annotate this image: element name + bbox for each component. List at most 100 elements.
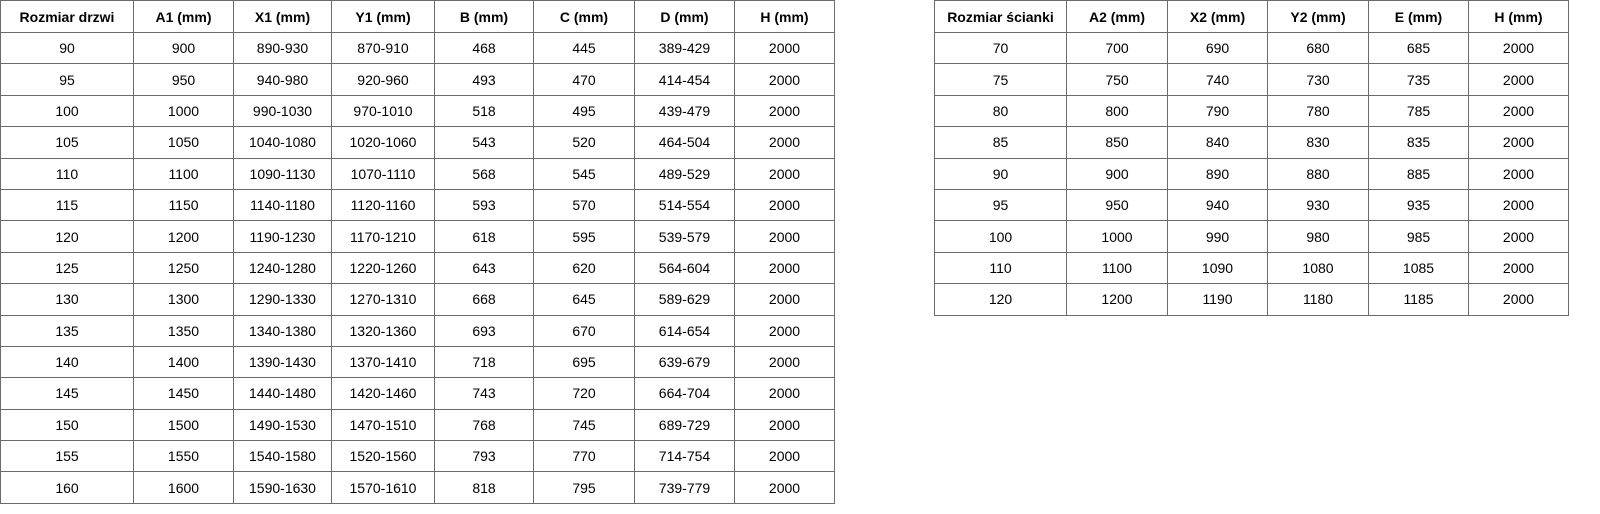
table-cell: 389-429 [634,31,735,65]
table-cell: 1320-1360 [331,314,435,347]
table-cell: 85 [934,126,1067,159]
table-cell: 1080 [1267,251,1369,285]
table-cell: 935 [1368,188,1469,222]
table-cell: 539-579 [634,220,735,253]
table-cell: 589-629 [634,283,735,316]
table-cell: 1220-1260 [331,251,435,285]
table-cell: 140 [0,345,134,379]
table-cell: 570 [533,188,635,222]
table-cell: 1420-1460 [331,377,435,410]
table-cell: 950 [133,63,234,96]
table-row: 105 1050 1040-1080 1020-1060 543 520 464-504 20… [0,126,835,159]
table-cell: 1100 [1066,251,1168,285]
table-cell: 618 [434,220,534,253]
table-cell: 730 [1267,63,1369,96]
table-cell: 1450 [133,377,234,410]
table-cell: 2000 [734,157,835,190]
table-cell: 115 [0,188,134,222]
table-row: 145 1450 1440-1480 1420-1460 743 720 664-704 20… [0,377,835,410]
table-cell: 1550 [133,440,234,473]
table-cell: 668 [434,283,534,316]
table-cell: 2000 [1468,188,1569,222]
table-row: 80 800 790 780 785 2000 [934,94,1569,128]
table-cell: 1120-1160 [331,188,435,222]
table-cell: 518 [434,94,534,128]
table-cell: 80 [934,94,1067,128]
table-cell: 1540-1580 [233,440,332,473]
table-cell: 970-1010 [331,94,435,128]
table-cell: 1350 [133,314,234,347]
table-cell: 593 [434,188,534,222]
table-cell: 2000 [1468,251,1569,285]
table-cell: 2000 [734,63,835,96]
column-header: Y2 (mm) [1267,0,1369,33]
table-cell: 2000 [1468,157,1569,190]
table-row: 95 950 940-980 920-960 493 470 414-454 2000 [0,63,835,96]
table-cell: 564-604 [634,251,735,285]
table-cell: 2000 [1468,31,1569,65]
table-cell: 1000 [1066,220,1168,253]
table-cell: 414-454 [634,63,735,96]
table-row: 130 1300 1290-1330 1270-1310 668 645 589-629 20… [0,283,835,316]
table-cell: 100 [0,94,134,128]
table-cell: 1180 [1267,283,1369,316]
table-cell: 664-704 [634,377,735,410]
table-cell: 150 [0,408,134,442]
table-cell: 1070-1110 [331,157,435,190]
table-cell: 840 [1167,126,1268,159]
table-cell: 1600 [133,471,234,504]
table-cell: 70 [934,31,1067,65]
table-cell: 2000 [734,188,835,222]
table-cell: 693 [434,314,534,347]
table-cell: 743 [434,377,534,410]
table-cell: 1140-1180 [233,188,332,222]
table-row: 110 1100 1090-1130 1070-1110 568 545 489-529 20… [0,157,835,190]
table-cell: 2000 [1468,126,1569,159]
table-cell: 740 [1167,63,1268,96]
table-cell: 1340-1380 [233,314,332,347]
column-header: Rozmiar drzwi [0,0,134,33]
table-cell: 1100 [133,157,234,190]
table-row: 150 1500 1490-1530 1470-1510 768 745 689-729 20… [0,408,835,442]
table-cell: 1185 [1368,283,1469,316]
table-cell: 110 [934,251,1067,285]
table-cell: 900 [133,31,234,65]
table-cell: 1040-1080 [233,126,332,159]
table-cell: 2000 [734,408,835,442]
table-cell: 750 [1066,63,1168,96]
table-row: 110 1100 1090 1080 1085 2000 [934,251,1569,285]
table-cell: 930 [1267,188,1369,222]
table-cell: 790 [1167,94,1268,128]
table-cell: 145 [0,377,134,410]
table-cell: 439-479 [634,94,735,128]
table-cell: 940 [1167,188,1268,222]
table-row: 85 850 840 830 835 2000 [934,126,1569,159]
table-cell: 100 [934,220,1067,253]
table-cell: 885 [1368,157,1469,190]
table-cell: 950 [1066,188,1168,222]
table-cell: 545 [533,157,635,190]
table-cell: 120 [934,283,1067,316]
table-cell: 95 [934,188,1067,222]
table-cell: 155 [0,440,134,473]
table-cell: 2000 [734,471,835,504]
table-cell: 1090 [1167,251,1268,285]
table-cell: 890 [1167,157,1268,190]
table-cell: 1190-1230 [233,220,332,253]
table-cell: 620 [533,251,635,285]
column-header: X2 (mm) [1167,0,1268,33]
table-cell: 1290-1330 [233,283,332,316]
table-cell: 768 [434,408,534,442]
table-cell: 1270-1310 [331,283,435,316]
table-cell: 464-504 [634,126,735,159]
column-header: B (mm) [434,0,534,33]
table-cell: 980 [1267,220,1369,253]
table-row: 140 1400 1390-1430 1370-1410 718 695 639-679 20… [0,345,835,379]
table-cell: 1250 [133,251,234,285]
table-cell: 720 [533,377,635,410]
table-cell: 130 [0,283,134,316]
table-cell: 745 [533,408,635,442]
table-cell: 1190 [1167,283,1268,316]
table-cell: 1500 [133,408,234,442]
table-row: 115 1150 1140-1180 1120-1160 593 570 514-554 20… [0,188,835,222]
